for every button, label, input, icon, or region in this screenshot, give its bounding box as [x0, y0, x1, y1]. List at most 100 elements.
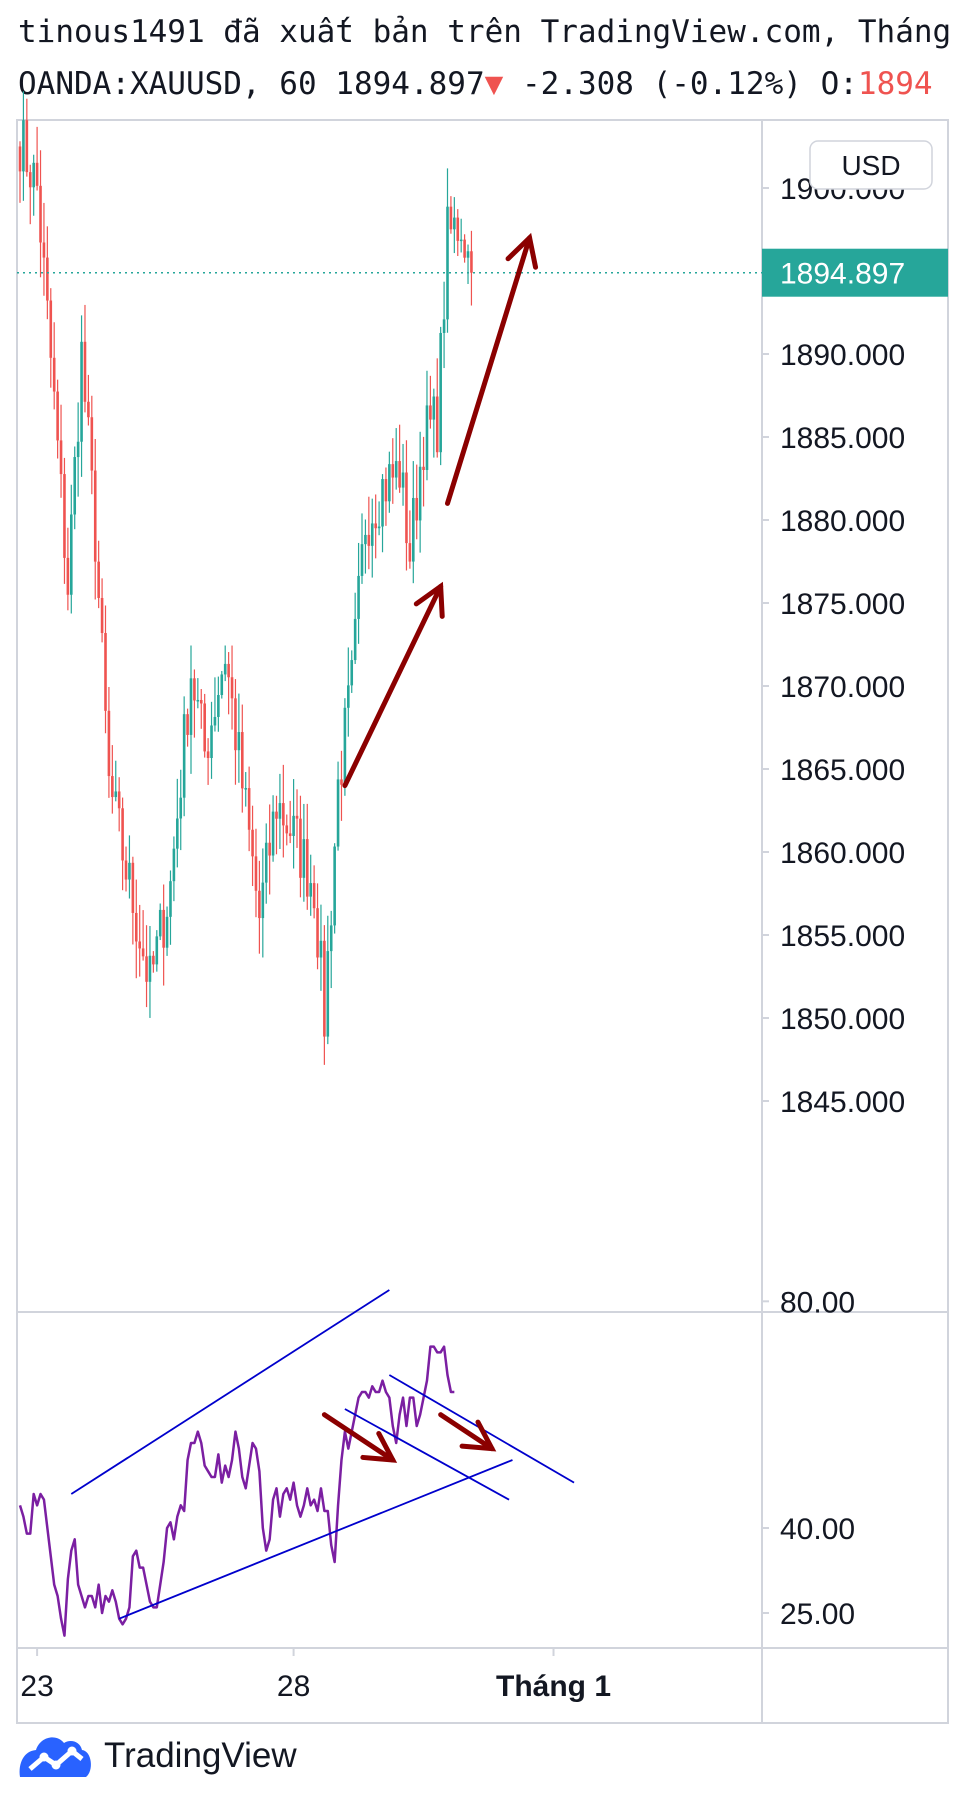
candle-body — [456, 217, 460, 241]
candle-body — [278, 803, 282, 819]
rsi-arrow-head — [360, 1430, 398, 1463]
rsi-tick-label: 80.00 — [780, 1286, 855, 1319]
candle-body — [309, 883, 312, 897]
rsi-indicator — [18, 1345, 455, 1637]
candle-body — [319, 940, 323, 958]
candle-body — [418, 466, 422, 521]
symbol-text: OANDA:XAUUSD, 60 — [18, 66, 317, 102]
candle-body — [223, 663, 227, 675]
candle-body — [52, 357, 56, 392]
time-tick-label: 28 — [277, 1670, 310, 1703]
candle-body — [39, 185, 42, 243]
candle-body — [408, 543, 412, 562]
price-arrow — [445, 235, 533, 506]
candle-body — [377, 526, 381, 529]
candle-body — [432, 396, 436, 420]
candle-body — [446, 206, 449, 320]
candle-body — [230, 677, 234, 699]
candle-body — [271, 811, 275, 856]
candle-body — [189, 678, 193, 735]
candle-body — [333, 846, 336, 926]
last-price-tag-label: 1894.897 — [780, 258, 905, 291]
candle-body — [193, 678, 196, 701]
candle-body — [367, 534, 371, 546]
candle-body — [360, 544, 364, 576]
price-tick-label: 1890.000 — [780, 339, 905, 372]
chart-frame — [16, 119, 949, 1724]
candle-body — [176, 818, 179, 849]
candle-body — [196, 699, 200, 702]
candle-body — [302, 839, 306, 878]
candle-body — [370, 523, 374, 546]
footer: TradingView — [16, 1728, 297, 1784]
candle-body — [244, 788, 248, 790]
rsi-line — [18, 1345, 455, 1637]
currency-button — [809, 140, 933, 190]
candle-body — [210, 725, 213, 759]
candle-body — [128, 862, 131, 880]
candle-body — [186, 714, 189, 735]
candle-body — [35, 162, 39, 186]
candle-body — [87, 401, 90, 418]
candle-body — [336, 779, 340, 847]
candle-body — [470, 251, 473, 273]
candle-body — [323, 940, 326, 1037]
candle-body — [463, 239, 466, 258]
candle-body — [56, 391, 59, 441]
candle-body — [275, 811, 278, 819]
candle-body — [374, 523, 377, 529]
price-arrow-head — [505, 232, 539, 270]
candle-body — [435, 396, 439, 453]
last-price-text: 1894.897 — [335, 66, 485, 102]
price-tick-label: 1845.000 — [780, 1086, 905, 1119]
time-tick-label: 23 — [20, 1670, 53, 1703]
candle-body — [124, 860, 128, 880]
open-label: O: — [820, 66, 858, 102]
publisher-text: tinous1491 đã xuất bản trên TradingView.… — [18, 14, 952, 50]
candle-body — [117, 791, 121, 809]
candle-body — [237, 732, 241, 751]
candle-body — [172, 848, 176, 882]
price-tick-label: 1875.000 — [780, 588, 905, 621]
candle-body — [97, 561, 100, 598]
tradingview-logo-icon — [19, 1737, 91, 1777]
candle-body — [357, 575, 360, 619]
candle-body — [422, 466, 425, 471]
candle-body — [22, 120, 25, 172]
price-tick-label: 1880.000 — [780, 505, 905, 538]
candle-body — [134, 912, 138, 942]
candle-body — [299, 818, 302, 878]
candle-body — [100, 597, 104, 634]
candle-body — [415, 497, 419, 521]
candle-body — [155, 936, 159, 965]
candle-body — [199, 699, 203, 704]
candle-body — [66, 557, 70, 595]
candle-body — [182, 714, 186, 798]
publisher-line: tinous1491 đã xuất bản trên TradingView.… — [18, 14, 964, 50]
candle-body — [131, 862, 135, 913]
candle-body — [90, 417, 94, 471]
price-tick-label: 1865.000 — [780, 754, 905, 787]
rsi-tick-label: 25.00 — [780, 1598, 855, 1631]
candle-body — [347, 685, 350, 708]
candle-body — [59, 440, 63, 475]
candle-body — [350, 660, 354, 686]
candle-body — [442, 319, 446, 333]
candle-body — [32, 162, 35, 188]
candle-body — [258, 890, 261, 919]
down-triangle-icon: ▼ — [484, 66, 504, 102]
rsi-trendline — [118, 1459, 513, 1620]
price-candles — [17, 91, 762, 1065]
candle-body — [261, 882, 265, 919]
change-text: -2.308 — [521, 66, 634, 102]
candle-body — [42, 242, 46, 258]
candle-body — [80, 341, 83, 442]
candle-body — [384, 479, 388, 502]
rsi-trendline — [70, 1289, 390, 1495]
candle-body — [114, 791, 118, 798]
candle-body — [425, 405, 429, 471]
candle-body — [111, 776, 114, 798]
time-tick-label: Tháng 1 — [496, 1670, 611, 1703]
candle-body — [28, 172, 32, 188]
